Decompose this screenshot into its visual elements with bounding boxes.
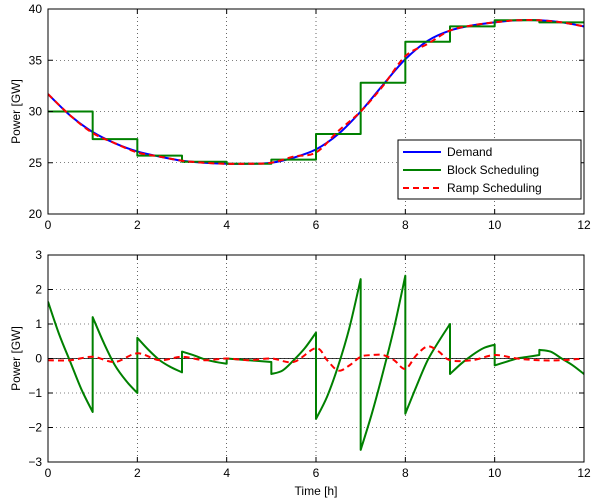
x-tick-label: 0: [45, 466, 52, 480]
y-tick-label: 30: [29, 105, 43, 119]
y-tick-label: 3: [35, 248, 42, 262]
legend-label: Block Scheduling: [447, 163, 539, 177]
y-tick-label: 2: [35, 283, 42, 297]
top-ticks: 0 2 4 6 8 10 12 20 25 30 35 40: [29, 2, 591, 232]
block-scheduling-line: [48, 274, 584, 451]
x-tick-label: 12: [577, 218, 591, 232]
x-tick-label: 10: [488, 466, 502, 480]
y-tick-label: 40: [29, 2, 43, 16]
legend: Demand Block Scheduling Ramp Scheduling: [397, 139, 582, 200]
y-tick-label: 25: [29, 156, 43, 170]
x-tick-label: 12: [577, 466, 591, 480]
x-tick-label: 4: [223, 466, 230, 480]
y-tick-label: 0: [35, 352, 42, 366]
legend-label: Demand: [447, 145, 492, 159]
bottom-x-axis-label: Time [h]: [295, 484, 338, 498]
y-tick-label: 1: [35, 317, 42, 331]
x-tick-label: 2: [134, 466, 141, 480]
block-scheduling-line: [48, 19, 584, 165]
top-series: [48, 19, 584, 165]
bottom-series: [48, 274, 584, 451]
x-tick-label: 8: [402, 466, 409, 480]
x-tick-label: 0: [45, 218, 52, 232]
y-tick-label: −1: [28, 386, 42, 400]
legend-label: Ramp Scheduling: [447, 181, 542, 195]
x-tick-label: 4: [223, 218, 230, 232]
bottom-y-axis-label: Power [GW]: [9, 326, 23, 391]
y-tick-label: 20: [29, 207, 43, 221]
y-tick-label: 35: [29, 53, 43, 67]
x-tick-label: 8: [402, 218, 409, 232]
ramp-scheduling-line: [48, 345, 584, 372]
x-tick-label: 10: [488, 218, 502, 232]
x-tick-label: 6: [313, 466, 320, 480]
x-tick-label: 2: [134, 218, 141, 232]
top-y-axis-label: Power [GW]: [9, 79, 23, 144]
y-tick-label: −2: [28, 421, 42, 435]
top-grid: [48, 9, 584, 214]
top-panel: 0 2 4 6 8 10 12 20 25 30 35 40 Power [GW] Demand Blo…: [9, 2, 591, 232]
x-tick-label: 6: [313, 218, 320, 232]
y-tick-label: −3: [28, 455, 42, 469]
